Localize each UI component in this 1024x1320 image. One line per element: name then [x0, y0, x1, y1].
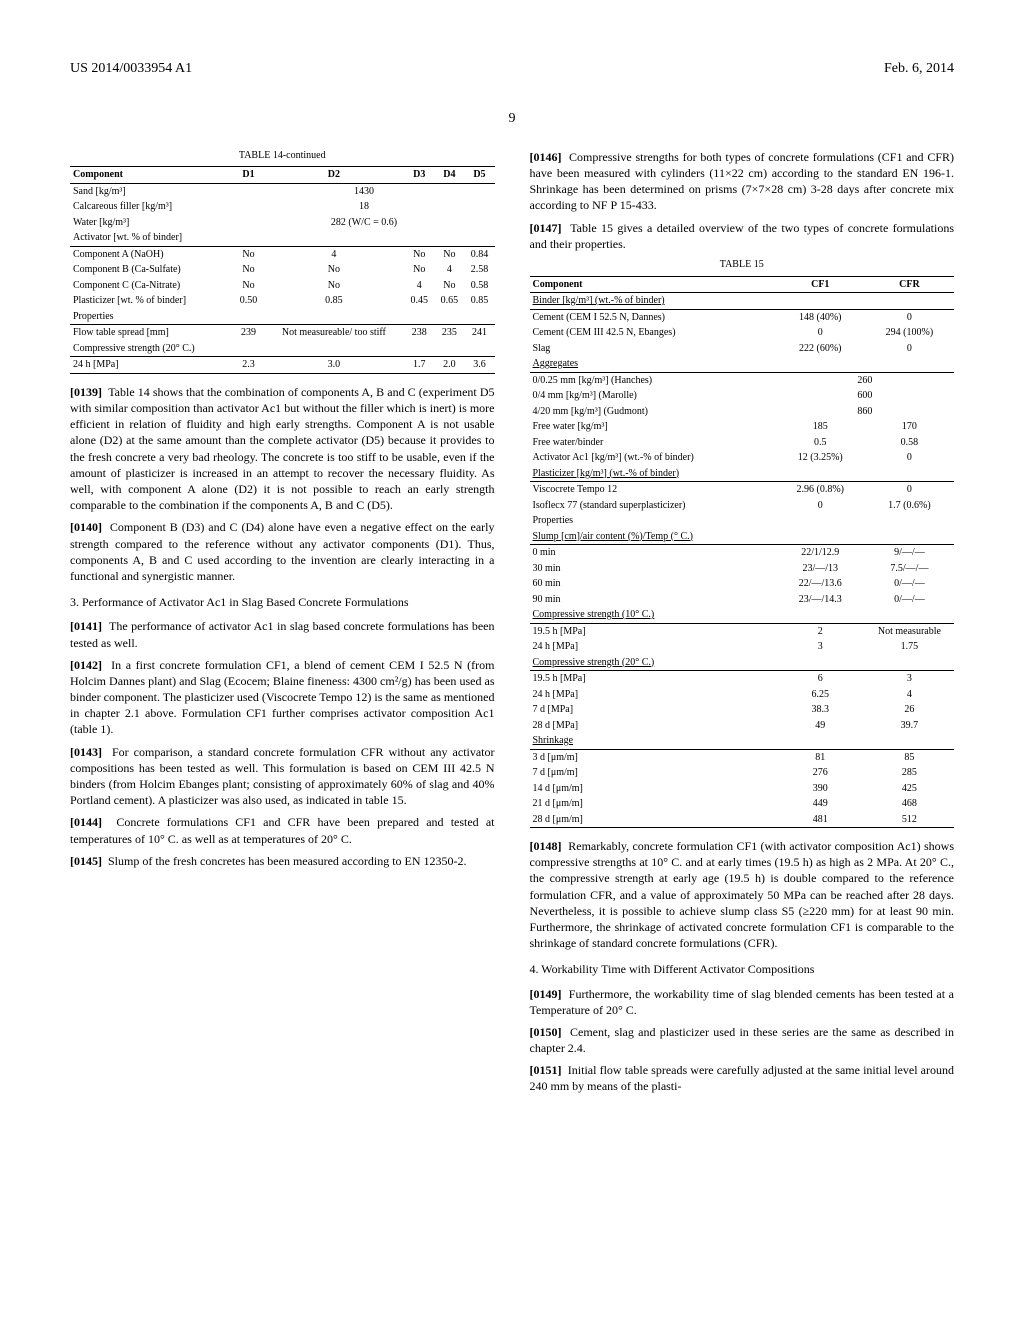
table-row: Compressive strength (10° C.) — [530, 607, 955, 623]
right-column: [0146] Compressive strengths for both ty… — [530, 149, 955, 1101]
table-row: Plasticizer [wt. % of binder]0.500.850.4… — [70, 293, 495, 309]
paragraph: [0149] Furthermore, the workability time… — [530, 986, 955, 1018]
paragraph: [0145] Slump of the fresh concretes has … — [70, 853, 495, 869]
table-row: Calcareous filler [kg/m³]18 — [70, 199, 495, 215]
table-row: 24 h [MPa]31.75 — [530, 639, 955, 655]
table-14: TABLE 14-continued Component D1 D2 D3 D4… — [70, 149, 495, 374]
table-row: Properties — [530, 513, 955, 529]
table-row: Slump [cm]/air content (%)/Temp (° C.) — [530, 529, 955, 545]
table-row: Plasticizer [kg/m³] (wt.-% of binder) — [530, 466, 955, 482]
table-row: 0/0.25 mm [kg/m³] (Hanches)260 — [530, 372, 955, 388]
table-row: Compressive strength (20° C.) — [530, 655, 955, 671]
page-header: US 2014/0033954 A1 Feb. 6, 2014 — [70, 60, 954, 79]
paragraph: [0143] For comparison, a standard concre… — [70, 744, 495, 809]
table-row: 24 h [MPa]2.33.01.72.03.6 — [70, 357, 495, 374]
paragraph: [0142] In a first concrete formulation C… — [70, 657, 495, 738]
table-row: 28 d [MPa]4939.7 — [530, 718, 955, 734]
paragraph: [0151] Initial flow table spreads were c… — [530, 1062, 955, 1094]
paragraph: [0139] Table 14 shows that the combinati… — [70, 384, 495, 514]
two-column-layout: TABLE 14-continued Component D1 D2 D3 D4… — [70, 149, 954, 1101]
table-row: 4/20 mm [kg/m³] (Gudmont)860 — [530, 404, 955, 420]
table-row: Flow table spread [mm]239Not measureable… — [70, 325, 495, 341]
table-row: 19.5 h [MPa]63 — [530, 671, 955, 687]
table-row: Free water/binder0.50.58 — [530, 435, 955, 451]
publication-number: US 2014/0033954 A1 — [70, 60, 192, 79]
left-column: TABLE 14-continued Component D1 D2 D3 D4… — [70, 149, 495, 1101]
table-row: 21 d [μm/m]449468 — [530, 796, 955, 812]
paragraph: [0144] Concrete formulations CF1 and CFR… — [70, 814, 495, 846]
paragraph: [0141] The performance of activator Ac1 … — [70, 618, 495, 650]
table-row: Component C (Ca-Nitrate)NoNo4No0.58 — [70, 278, 495, 294]
table-row: Viscocrete Tempo 122.96 (0.8%)0 — [530, 482, 955, 498]
table-row: Compressive strength (20° C.) — [70, 341, 495, 357]
table-row: Isoflecx 77 (standard superplasticizer)0… — [530, 498, 955, 514]
paragraph: [0147] Table 15 gives a detailed overvie… — [530, 220, 955, 252]
table-row: 24 h [MPa]6.254 — [530, 687, 955, 703]
table-row: Sand [kg/m³]1430 — [70, 183, 495, 199]
table-row: Activator [wt. % of binder] — [70, 230, 495, 246]
table-caption: TABLE 14-continued — [70, 149, 495, 163]
section-heading: 4. Workability Time with Different Activ… — [530, 961, 955, 977]
table-15: TABLE 15 Component CF1 CFR Binder [kg/m³… — [530, 258, 955, 828]
page-number: 9 — [509, 110, 516, 129]
table-row: 60 min22/—/13.60/—/— — [530, 576, 955, 592]
table-row: Component A (NaOH)No4NoNo0.84 — [70, 246, 495, 262]
table-row: Activator Ac1 [kg/m³] (wt.-% of binder)1… — [530, 450, 955, 466]
table-row: Properties — [70, 309, 495, 325]
table-row: 0 min22/1/12.99/—/— — [530, 545, 955, 561]
publication-date: Feb. 6, 2014 — [884, 60, 954, 79]
table-row: Water [kg/m³]282 (W/C = 0.6) — [70, 215, 495, 231]
paragraph: [0150] Cement, slag and plasticizer used… — [530, 1024, 955, 1056]
table-row: Cement (CEM III 42.5 N, Ebanges)0294 (10… — [530, 325, 955, 341]
table-caption: TABLE 15 — [530, 258, 955, 272]
table-row: Aggregates — [530, 356, 955, 372]
table-header-row: Component CF1 CFR — [530, 276, 955, 293]
section-heading: 3. Performance of Activator Ac1 in Slag … — [70, 594, 495, 610]
table-row: 19.5 h [MPa]2Not measurable — [530, 623, 955, 639]
table-row: 28 d [μm/m]481512 — [530, 812, 955, 828]
table-row: Component B (Ca-Sulfate)NoNoNo42.58 — [70, 262, 495, 278]
paragraph: [0140] Component B (D3) and C (D4) alone… — [70, 519, 495, 584]
table-header-row: Component D1 D2 D3 D4 D5 — [70, 167, 495, 184]
table-row: 7 d [MPa]38.326 — [530, 702, 955, 718]
table-row: Binder [kg/m³] (wt.-% of binder) — [530, 293, 955, 310]
paragraph: [0148] Remarkably, concrete formulation … — [530, 838, 955, 951]
table-row: 0/4 mm [kg/m³] (Marolle)600 — [530, 388, 955, 404]
paragraph: [0146] Compressive strengths for both ty… — [530, 149, 955, 214]
table-row: 90 min23/—/14.30/—/— — [530, 592, 955, 608]
table-row: Free water [kg/m³]185170 — [530, 419, 955, 435]
table-row: Shrinkage — [530, 733, 955, 749]
table-row: Slag222 (60%)0 — [530, 341, 955, 357]
table-row: 3 d [μm/m]8185 — [530, 749, 955, 765]
table-row: 30 min23/—/137.5/—/— — [530, 561, 955, 577]
table-row: 14 d [μm/m]390425 — [530, 781, 955, 797]
table-row: 7 d [μm/m]276285 — [530, 765, 955, 781]
table-row: Cement (CEM I 52.5 N, Dannes)148 (40%)0 — [530, 309, 955, 325]
